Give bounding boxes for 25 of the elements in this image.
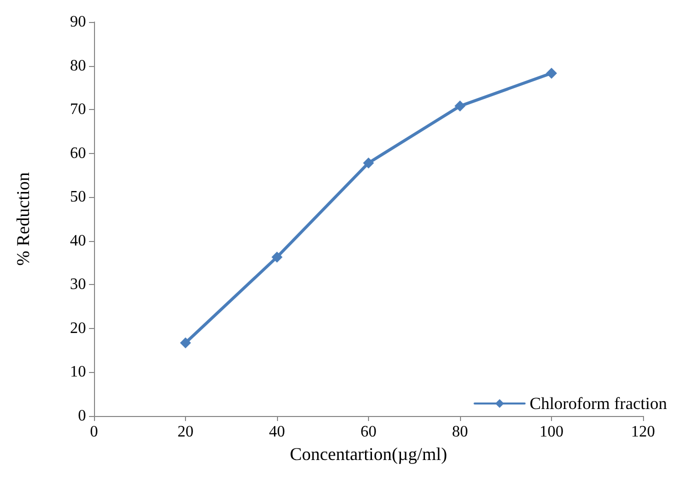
y-tick-label: 0 [78, 408, 86, 424]
x-tick-label: 60 [360, 424, 376, 440]
x-axis-title: Concentartion(µg/ml) [290, 444, 448, 464]
y-tick-label: 70 [70, 101, 86, 118]
y-tick-label: 20 [70, 320, 86, 337]
x-tick-label: 80 [452, 424, 468, 440]
point [546, 68, 557, 79]
point [180, 337, 191, 348]
y-tick-label: 10 [70, 364, 86, 381]
x-tick-label: 20 [178, 424, 194, 440]
y-tick-label: 80 [70, 57, 86, 74]
x-tick-label: 40 [269, 424, 285, 440]
y-tick-label: 90 [70, 14, 86, 30]
y-axis-title: % Reduction [13, 172, 33, 266]
x-tick-label: 0 [90, 424, 98, 440]
point [363, 157, 374, 168]
y-tick-label: 30 [70, 276, 86, 294]
point [272, 252, 282, 263]
y-tick-label: 60 [70, 144, 86, 162]
x-tick-label: 120 [631, 424, 655, 440]
x-tick-label: 100 [540, 424, 564, 440]
legend-label: Chloroform fraction [530, 394, 668, 413]
point [454, 100, 466, 112]
y-tick-label: 40 [70, 232, 86, 250]
y-tick-label: 50 [70, 188, 86, 206]
